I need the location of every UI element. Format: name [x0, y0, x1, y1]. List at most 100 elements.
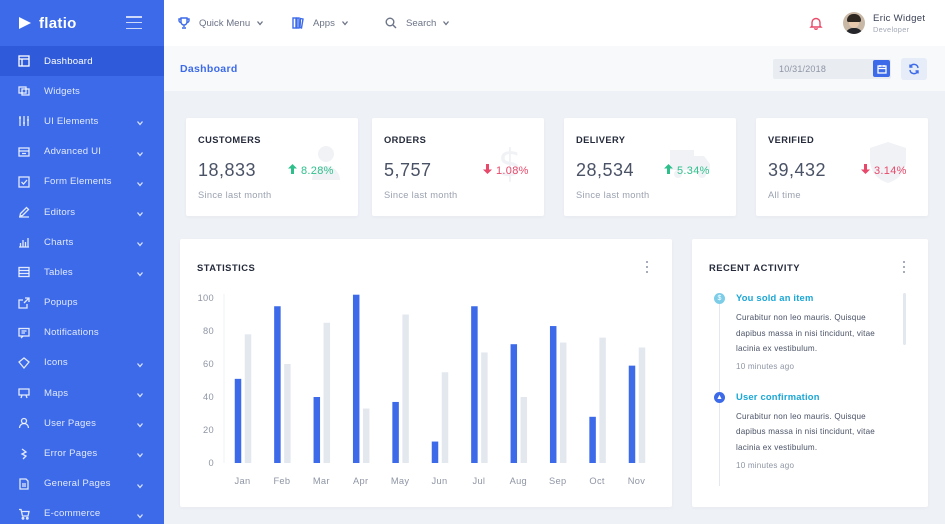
bar-series-2-aug[interactable]: [520, 397, 528, 463]
stat-card-orders: $ ORDERS 5,757 1.08% Since last month: [372, 118, 544, 216]
sidebar-item-form-elements[interactable]: Form Elements: [0, 167, 164, 197]
stat-value: 28,534: [576, 160, 635, 180]
bar-series-1-feb[interactable]: [274, 306, 281, 463]
date-input[interactable]: 10/31/2018: [773, 59, 891, 79]
sidebar-item-charts[interactable]: Charts: [0, 227, 164, 257]
apps-button[interactable]: Apps: [292, 0, 348, 46]
search-button[interactable]: Search: [385, 0, 450, 46]
user-name[interactable]: Eric Widget: [873, 13, 926, 24]
bar-series-2-sep[interactable]: [559, 342, 567, 463]
statistics-title: STATISTICS: [197, 262, 256, 273]
sidebar-item-tables[interactable]: Tables: [0, 257, 164, 287]
form-elements-icon: [18, 176, 30, 188]
bell-icon[interactable]: [809, 16, 823, 30]
sidebar-item-ui-elements[interactable]: UI Elements: [0, 106, 164, 136]
bar-series-2-jul[interactable]: [481, 352, 488, 463]
sidebar-item-label: Widgets: [44, 85, 81, 97]
stat-card-verified: VERIFIED 39,432 3.14% All time: [756, 118, 928, 216]
stat-change-value: 1.08%: [496, 164, 529, 177]
bar-series-1-mar[interactable]: [313, 397, 321, 463]
more-options-icon[interactable]: [645, 261, 649, 273]
sidebar-item-general-pages[interactable]: General Pages: [0, 469, 164, 499]
sidebar-item-label: Editors: [44, 206, 76, 218]
activity-title[interactable]: User confirmation: [736, 390, 820, 402]
sidebar-item-editors[interactable]: Editors: [0, 197, 164, 227]
x-tick-label: May: [391, 476, 410, 486]
x-tick-label: Jan: [235, 476, 251, 486]
bar-series-2-apr[interactable]: [362, 408, 370, 463]
calendar-icon: [876, 64, 887, 74]
shield-icon: [866, 140, 910, 184]
sidebar-item-popups[interactable]: Popups: [0, 288, 164, 318]
sidebar-item-dashboard[interactable]: Dashboard: [0, 46, 164, 77]
topbar: Quick Menu Apps Search Eric Widget Devel…: [164, 0, 945, 46]
bar-series-2-jun[interactable]: [441, 372, 449, 463]
sidebar-item-e-commerce[interactable]: E-commerce: [0, 499, 164, 524]
arrow-up-icon: [664, 164, 677, 177]
chevron-down-icon: [137, 450, 143, 458]
stat-change: 1.08%: [483, 164, 529, 177]
recent-activity-title: RECENT ACTIVITY: [709, 262, 801, 273]
bar-series-2-nov[interactable]: [638, 347, 646, 464]
bar-series-1-sep[interactable]: [549, 326, 557, 463]
menu-toggle-icon[interactable]: [126, 16, 142, 29]
trophy-icon: [178, 17, 190, 29]
scrollbar[interactable]: [903, 293, 906, 345]
sidebar-item-advanced-ui[interactable]: Advanced UI: [0, 137, 164, 167]
recent-activity-card: RECENT ACTIVITY $ You sold an item Curabit…: [692, 239, 928, 507]
stat-change: 5.34%: [664, 164, 710, 177]
sidebar-item-user-pages[interactable]: User Pages: [0, 408, 164, 438]
chevron-down-icon: [257, 21, 264, 26]
advanced-ui-icon: [18, 146, 30, 158]
y-tick-label: 20: [203, 425, 214, 435]
x-tick-label: Feb: [273, 476, 290, 486]
brand-name: flatio: [39, 14, 77, 32]
quick-menu-button[interactable]: Quick Menu: [178, 0, 264, 46]
stat-title: VERIFIED: [768, 135, 815, 145]
sidebar-item-label: Error Pages: [44, 448, 98, 460]
icons-icon: [18, 357, 30, 369]
sidebar-item-label: Icons: [44, 357, 68, 369]
apps-label: Apps: [313, 17, 335, 29]
bar-series-1-jun[interactable]: [431, 441, 439, 463]
dollar-icon: $: [488, 140, 532, 185]
sidebar-item-error-pages[interactable]: Error Pages: [0, 438, 164, 468]
stat-subtitle: Since last month: [198, 190, 272, 200]
dashboard-icon: [18, 55, 30, 67]
bar-series-2-may[interactable]: [402, 314, 409, 464]
widgets-icon: [18, 85, 30, 97]
tables-icon: [18, 266, 30, 278]
sidebar-nav: Dashboard Widgets UI Elements Advanced UI Fo…: [0, 46, 164, 524]
sidebar-item-maps[interactable]: Maps: [0, 378, 164, 408]
sidebar-item-label: General Pages: [44, 478, 111, 490]
search-label: Search: [406, 17, 437, 29]
more-options-icon[interactable]: [902, 261, 906, 273]
statistics-card: STATISTICS 0 20 40 60 80 100 Jan Feb Mar Apr May Ju…: [180, 239, 672, 507]
sidebar-item-notifications[interactable]: Notifications: [0, 318, 164, 348]
bar-series-1-apr[interactable]: [352, 294, 360, 463]
activity-title[interactable]: You sold an item: [736, 292, 814, 303]
sidebar-item-label: Popups: [44, 297, 78, 309]
sidebar-item-widgets[interactable]: Widgets: [0, 76, 164, 106]
bar-series-1-jan[interactable]: [234, 378, 242, 463]
bar-series-2-feb[interactable]: [284, 364, 291, 463]
avatar[interactable]: [843, 12, 865, 34]
bar-series-1-aug[interactable]: [510, 344, 518, 463]
activity-dot-glyph: $: [717, 295, 722, 302]
bar-series-1-jul[interactable]: [471, 306, 478, 463]
bar-series-1-may[interactable]: [392, 401, 399, 463]
calendar-button[interactable]: [873, 60, 890, 77]
bar-series-2-jan[interactable]: [244, 334, 252, 463]
refresh-button[interactable]: [901, 58, 927, 80]
x-tick-label: Aug: [510, 476, 527, 486]
brand[interactable]: flatio: [0, 0, 164, 46]
sidebar: flatio Dashboard Widgets UI Elements Advanc…: [0, 0, 164, 524]
bar-series-1-oct[interactable]: [589, 416, 596, 463]
apps-icon: [292, 17, 304, 29]
bar-series-2-oct[interactable]: [599, 337, 606, 463]
sidebar-item-icons[interactable]: Icons: [0, 348, 164, 378]
activity-dot-glyph: ▲: [716, 393, 723, 401]
bar-series-1-nov[interactable]: [628, 365, 636, 463]
search-icon: [385, 17, 397, 29]
bar-series-2-mar[interactable]: [323, 322, 331, 463]
